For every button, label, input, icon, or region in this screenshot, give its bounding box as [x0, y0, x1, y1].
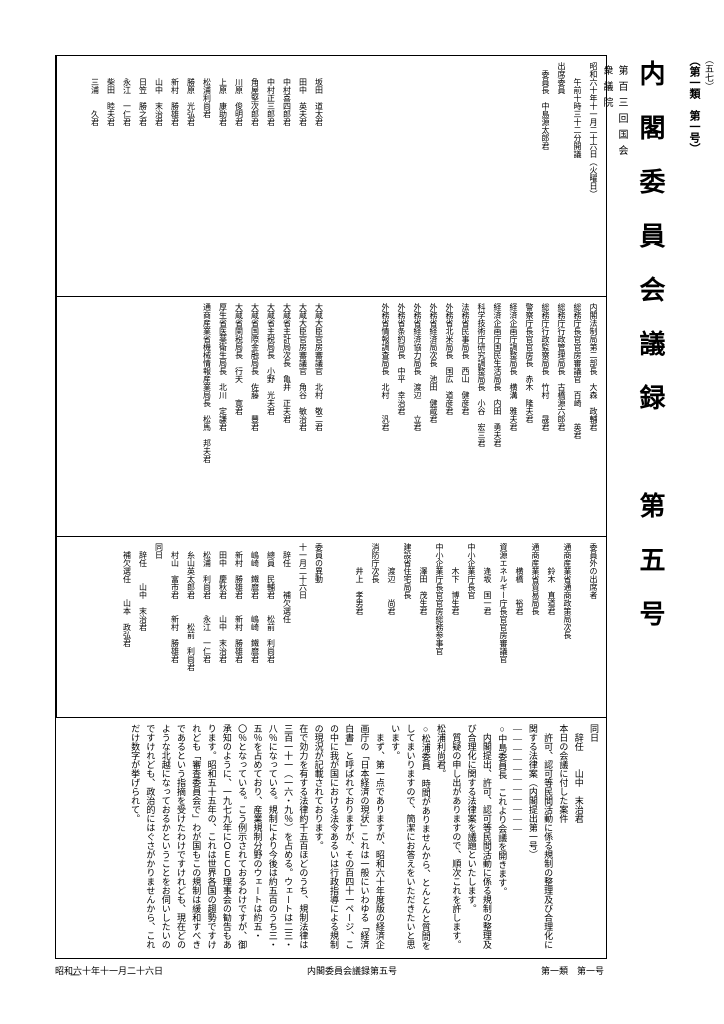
- speech-body: ○中島委員長 これより会議を開きます。 内閣提出、許可、認可等民間活動に係る規制…: [127, 724, 509, 952]
- session-header: 昭和六十年十一月二十六日（火曜日） 午前十時三十二分開議 出席委員 委員長 中島…: [532, 56, 606, 296]
- page-code: （五七）: [703, 55, 716, 91]
- chair-label: 出席委員: [557, 62, 566, 94]
- resign-3: 辞任 山中 末治君: [574, 733, 584, 823]
- moves-list: 總員 民輔君 松前 利尚君 嶋崎 鐵麿君 嶋崎 鐵麿君 新村 勝雄君 新村 勝雄…: [167, 543, 279, 711]
- resign-label: 辞任: [283, 551, 292, 567]
- page-container: 内閣委員会議録 第五号 第百三回国会 衆議院 昭和六十年十一月二十六日（火曜日）…: [55, 55, 669, 959]
- same-day: 同日: [155, 543, 164, 559]
- chair-name: 委員長 中島源太郎君: [541, 70, 550, 150]
- attendance-left-half: 坂田 道太君 田中 英夫君 中村喜四郎君 中村正三郎君 角屋堅次郎君 川原 俊明…: [56, 56, 332, 296]
- agenda-item: 許可、認可等民間活動に係る規制の整理及び合理化に関する法律案（内閣提出第一号）: [528, 724, 553, 949]
- officials-right: 内閣法制局第二部長 大森 政輔君総務庁長官官房審議官 百崎 英君総務庁行政管理局…: [332, 297, 607, 537]
- resign-2: 辞任 山中 末治君: [139, 551, 148, 631]
- external-right: 委員外の出席者 通商産業省通商政策局次長 鈴木 直道君通商産業省貿易局長 横橋 …: [332, 537, 607, 717]
- classification-label: （第一類 第一号）: [686, 55, 702, 154]
- officials-col-b: 大蔵大臣官房審議官 北村 敬二君大蔵大臣官房審議官 角谷 敏治君大蔵省主計局次長…: [194, 297, 332, 537]
- officials-left: 大蔵大臣官房審議官 北村 敬二君大蔵大臣官房審議官 角谷 敏治君大蔵省主計局次長…: [56, 297, 332, 537]
- external-label: 委員外の出席者: [589, 543, 598, 599]
- agenda-label: 本日の会議に付した案件: [558, 724, 568, 823]
- external-row: 委員外の出席者 通商産業省通商政策局次長 鈴木 直道君通商産業省貿易局長 横橋 …: [56, 537, 606, 718]
- main-content-box: 昭和六十年十一月二十六日（火曜日） 午前十時三十二分開議 出席委員 委員長 中島…: [55, 55, 607, 959]
- time-line: 午前十時三十二分開議: [573, 78, 582, 158]
- footer-center: 内閣委員会議録第五号: [307, 964, 397, 982]
- footer: 昭和六十年十一月二十六日 内閣委員会議録第五号 第一類 第一号: [55, 964, 604, 982]
- speech-block: 同日 辞任 山中 末治君 本日の会議に付した案件 許可、認可等民間活動に係る規制…: [122, 718, 606, 958]
- attendance-right-half: 昭和六十年十一月二十六日（火曜日） 午前十時三十二分開議 出席委員 委員長 中島…: [332, 56, 607, 296]
- speech-row: 同日 辞任 山中 末治君 本日の会議に付した案件 許可、認可等民間活動に係る規制…: [56, 718, 606, 958]
- document-title: 内閣委員会議録 第五号: [629, 55, 669, 959]
- attendance-row: 昭和六十年十一月二十六日（火曜日） 午前十時三十二分開議 出席委員 委員長 中島…: [56, 56, 606, 297]
- same-day-2: 同日: [589, 724, 599, 742]
- page-number: 一: [70, 967, 80, 982]
- appoint-label: 補欠選任: [283, 591, 292, 623]
- appoint-2: 補欠選任 山本 政弘君: [123, 551, 132, 647]
- session-text: 第百三回国会: [616, 65, 627, 161]
- members-right-col: 坂田 道太君 田中 英夫君 中村喜四郎君 中村正三郎君 角屋堅次郎君 川原 俊明…: [82, 56, 332, 296]
- footer-left: 第一類 第一号: [541, 964, 604, 982]
- date-line: 昭和六十年十一月二十六日（火曜日）: [589, 62, 598, 198]
- external-label-col: 委員外の出席者: [580, 537, 606, 717]
- external-list: 通商産業省通商政策局次長 鈴木 直道君通商産業省貿易局長 横橋 裕君資源エネルギ…: [346, 537, 580, 717]
- diet-session: 第百三回国会 衆議院: [607, 55, 629, 959]
- moves-date: 十一月二十六日: [299, 543, 308, 599]
- moves-block: 委員の異動 十一月二十六日 辞任 補欠選任 總員 民輔君 松前 利尚君 嶋崎 鐵…: [114, 537, 332, 717]
- moves-label: 委員の異動: [315, 543, 324, 583]
- officials-row: 内閣法制局第二部長 大森 政輔君総務庁長官官房審議官 百崎 英君総務庁行政管理局…: [56, 297, 606, 538]
- moves-half: 委員の異動 十一月二十六日 辞任 補欠選任 總員 民輔君 松前 利尚君 嶋崎 鐵…: [56, 537, 332, 717]
- officials-col-a: 内閣法制局第二部長 大森 政輔君総務庁長官官房審議官 百崎 英君総務庁行政管理局…: [372, 297, 606, 537]
